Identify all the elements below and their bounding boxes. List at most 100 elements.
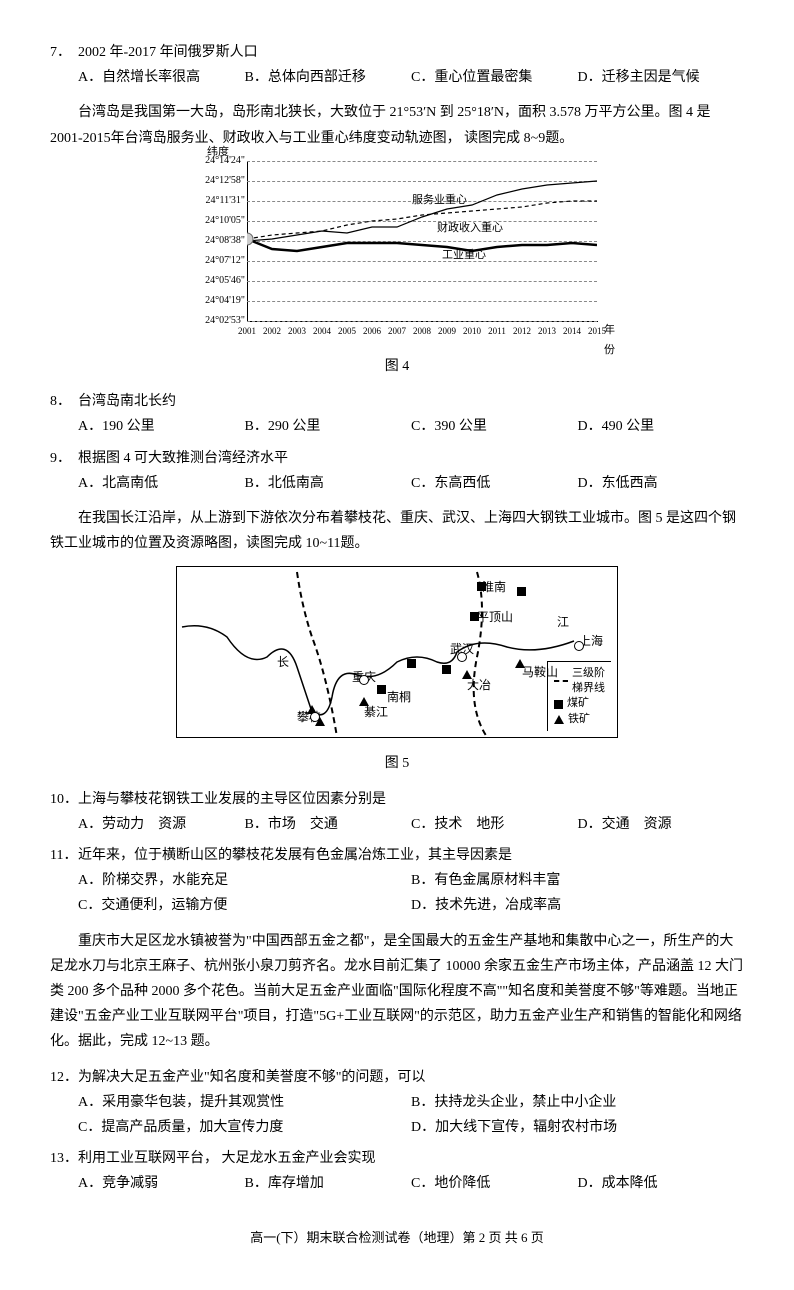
q11-num: 11． bbox=[50, 843, 78, 868]
chart1-ytick: 24°12'58" bbox=[177, 172, 245, 190]
q11-opt-b: B．有色金属原材料丰富 bbox=[411, 868, 744, 893]
passage-3: 重庆市大足区龙水镇被誉为"中国西部五金之都"，是全国最大的五金生产基地和集散中心… bbox=[50, 929, 744, 1055]
legend-step: 三级阶 梯界线 bbox=[572, 666, 605, 697]
chart1-xtick: 2007 bbox=[388, 323, 406, 339]
chart1-ytick: 24°14'24" bbox=[177, 152, 245, 170]
chart1-xtick: 2001 bbox=[238, 323, 256, 339]
q8-opt-c: C．390 公里 bbox=[411, 414, 578, 439]
q9-opt-b: B．北低南高 bbox=[245, 471, 412, 496]
chart1-series-label: 工业重心 bbox=[442, 246, 486, 266]
q13-text: 利用工业互联网平台， 大足龙水五金产业会实现 bbox=[78, 1146, 744, 1171]
q8-opt-a: A．190 公里 bbox=[78, 414, 245, 439]
question-12: 12． 为解决大足五金产业"知名度和美誉度不够"的问题，可以 A．采用豪华包装，… bbox=[50, 1065, 744, 1141]
chart1-ytick: 24°05'46" bbox=[177, 272, 245, 290]
chart1-ytick: 24°08'38" bbox=[177, 232, 245, 250]
question-8: 8． 台湾岛南北长约 A．190 公里 B．290 公里 C．390 公里 D．… bbox=[50, 389, 744, 439]
q8-text: 台湾岛南北长约 bbox=[78, 389, 744, 414]
coal-marker bbox=[407, 659, 416, 668]
chart1-ytick: 24°04'19" bbox=[177, 292, 245, 310]
q9-opt-d: D．东低西高 bbox=[578, 471, 745, 496]
q12-text: 为解决大足五金产业"知名度和美誉度不够"的问题，可以 bbox=[78, 1065, 744, 1090]
chart1-series-label: 服务业重心 bbox=[412, 191, 467, 211]
chart1-xtick: 2010 bbox=[463, 323, 481, 339]
chart1-xtick: 2006 bbox=[363, 323, 381, 339]
question-9: 9． 根据图 4 可大致推测台湾经济水平 A．北高南低 B．北低南高 C．东高西… bbox=[50, 446, 744, 496]
q7-opt-d: D．迁移主因是气候 bbox=[578, 65, 745, 90]
q12-opt-d: D．加大线下宣传，辐射农村市场 bbox=[411, 1115, 744, 1140]
coal-marker bbox=[442, 665, 451, 674]
coal-marker bbox=[477, 582, 486, 591]
iron-marker bbox=[462, 670, 472, 679]
q10-opt-a: A．劳动力 资源 bbox=[78, 812, 245, 837]
q7-opt-c: C．重心位置最密集 bbox=[411, 65, 578, 90]
q12-opt-c: C．提高产品质量，加大宣传力度 bbox=[78, 1115, 411, 1140]
q11-opt-a: A．阶梯交界，水能充足 bbox=[78, 868, 411, 893]
q10-opt-d: D．交通 资源 bbox=[578, 812, 745, 837]
q7-opt-a: A．自然增长率很高 bbox=[78, 65, 245, 90]
q12-opt-a: A．采用豪华包装，提升其观赏性 bbox=[78, 1090, 411, 1115]
q9-num: 9． bbox=[50, 446, 78, 471]
map-label: 马鞍山 bbox=[522, 662, 558, 684]
question-13: 13． 利用工业互联网平台， 大足龙水五金产业会实现 A．竞争减弱 B．库存增加… bbox=[50, 1146, 744, 1196]
iron-marker bbox=[515, 659, 525, 668]
coal-icon bbox=[554, 700, 563, 709]
map-label: 长 bbox=[277, 652, 289, 674]
chart1-ytick: 24°11'31" bbox=[177, 192, 245, 210]
q7-text: 2002 年-2017 年间俄罗斯人口 bbox=[78, 40, 744, 65]
figure-4-caption: 图 4 bbox=[50, 354, 744, 379]
q13-opt-c: C．地价降低 bbox=[411, 1171, 578, 1196]
q13-opt-d: D．成本降低 bbox=[578, 1171, 745, 1196]
q9-text: 根据图 4 可大致推测台湾经济水平 bbox=[78, 446, 744, 471]
map-label: 江 bbox=[557, 612, 569, 634]
chart1-xtick: 2014 bbox=[563, 323, 581, 339]
q7-num: 7． bbox=[50, 40, 78, 65]
figure-5-caption: 图 5 bbox=[50, 751, 744, 776]
q7-opt-b: B．总体向西部迁移 bbox=[245, 65, 412, 90]
question-10: 10． 上海与攀枝花钢铁工业发展的主导区位因素分别是 A．劳动力 资源 B．市场… bbox=[50, 787, 744, 837]
q13-num: 13． bbox=[50, 1146, 78, 1171]
passage-1: 台湾岛是我国第一大岛，岛形南北狭长，大致位于 21°53′N 到 25°18′N… bbox=[50, 100, 744, 150]
coal-marker bbox=[470, 612, 479, 621]
q12-opt-b: B．扶持龙头企业，禁止中小企业 bbox=[411, 1090, 744, 1115]
chart1-ytick: 24°10'05" bbox=[177, 212, 245, 230]
chart1-xtick: 2015 bbox=[588, 323, 606, 339]
q9-opt-c: C．东高西低 bbox=[411, 471, 578, 496]
q8-num: 8． bbox=[50, 389, 78, 414]
q9-opt-a: A．北高南低 bbox=[78, 471, 245, 496]
passage-2: 在我国长江沿岸，从上游到下游依次分布着攀枝花、重庆、武汉、上海四大钢铁工业城市。… bbox=[50, 506, 744, 556]
page-footer: 高一(下）期末联合检测试卷（地理）第 2 页 共 6 页 bbox=[50, 1226, 744, 1249]
q12-num: 12． bbox=[50, 1065, 78, 1090]
chart1-xtick: 2008 bbox=[413, 323, 431, 339]
q13-opt-b: B．库存增加 bbox=[245, 1171, 412, 1196]
coal-marker bbox=[377, 685, 386, 694]
q11-text: 近年来，位于横断山区的攀枝花发展有色金属冶炼工业，其主导因素是 bbox=[78, 843, 744, 868]
chart1-ytick: 24°02'53" bbox=[177, 312, 245, 330]
iron-marker bbox=[359, 697, 369, 706]
question-7: 7． 2002 年-2017 年间俄罗斯人口 A．自然增长率很高 B．总体向西部… bbox=[50, 40, 744, 90]
q8-opt-d: D．490 公里 bbox=[578, 414, 745, 439]
chart1-xtick: 2005 bbox=[338, 323, 356, 339]
chart1-xtick: 2012 bbox=[513, 323, 531, 339]
q10-opt-c: C．技术 地形 bbox=[411, 812, 578, 837]
map-label: 南桐 bbox=[387, 687, 411, 709]
legend-iron: 铁矿 bbox=[568, 712, 590, 727]
iron-icon bbox=[554, 715, 564, 724]
q11-opt-c: C．交通便利，运输方便 bbox=[78, 893, 411, 918]
chart1-xtick: 2004 bbox=[313, 323, 331, 339]
figure-5: 三级阶 梯界线 煤矿 铁矿 淮南平顶山江上海武汉马鞍山长重庆南桐綦江大冶攀枝 图… bbox=[50, 566, 744, 776]
q10-opt-b: B．市场 交通 bbox=[245, 812, 412, 837]
chart1-xtick: 2011 bbox=[488, 323, 506, 339]
q10-num: 10． bbox=[50, 787, 78, 812]
q13-opt-a: A．竞争减弱 bbox=[78, 1171, 245, 1196]
coal-marker bbox=[517, 587, 526, 596]
q11-opt-d: D．技术先进，冶成率高 bbox=[411, 893, 744, 918]
legend-coal: 煤矿 bbox=[567, 696, 589, 711]
q8-opt-b: B．290 公里 bbox=[245, 414, 412, 439]
chart1-xtick: 2013 bbox=[538, 323, 556, 339]
chart1-xtick: 2009 bbox=[438, 323, 456, 339]
figure-4: 纬度 年份 24°14'24"24°12'58"24°11'31"24°10'0… bbox=[50, 161, 744, 379]
chart1-series-label: 财政收入重心 bbox=[437, 219, 503, 239]
map-label: 平顶山 bbox=[477, 607, 513, 629]
q10-text: 上海与攀枝花钢铁工业发展的主导区位因素分别是 bbox=[78, 787, 744, 812]
question-11: 11． 近年来，位于横断山区的攀枝花发展有色金属冶炼工业，其主导因素是 A．阶梯… bbox=[50, 843, 744, 919]
